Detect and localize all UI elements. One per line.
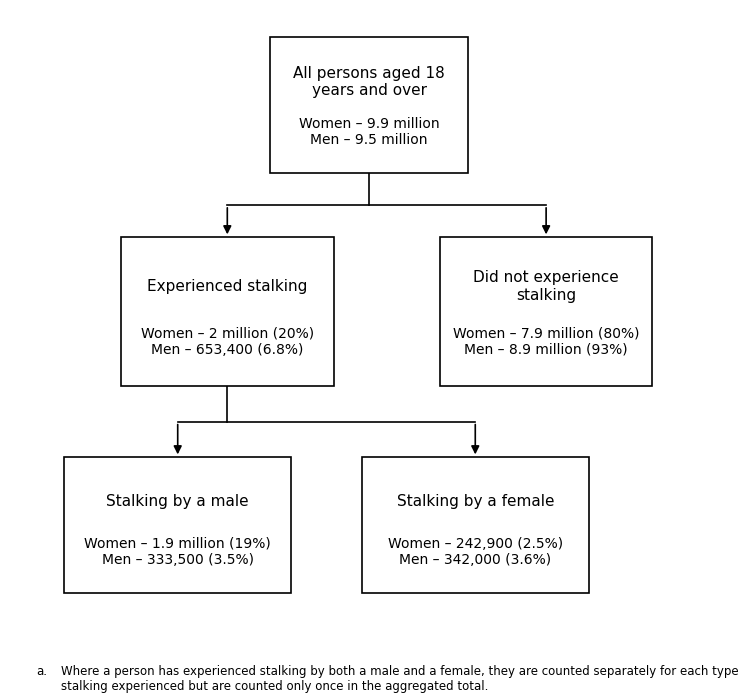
- Text: Where a person has experienced stalking by both a male and a female, they are co: Where a person has experienced stalking …: [61, 665, 738, 693]
- FancyBboxPatch shape: [270, 38, 468, 173]
- Text: Women – 2 million (20%)
Men – 653,400 (6.8%): Women – 2 million (20%) Men – 653,400 (6…: [141, 327, 314, 357]
- Text: Women – 9.9 million
Men – 9.5 million: Women – 9.9 million Men – 9.5 million: [299, 117, 439, 147]
- Text: All persons aged 18
years and over: All persons aged 18 years and over: [293, 66, 445, 98]
- Text: Women – 1.9 million (19%)
Men – 333,500 (3.5%): Women – 1.9 million (19%) Men – 333,500 …: [84, 537, 271, 567]
- FancyBboxPatch shape: [440, 237, 652, 386]
- Text: Stalking by a female: Stalking by a female: [396, 494, 554, 510]
- FancyBboxPatch shape: [362, 457, 589, 593]
- Text: Women – 242,900 (2.5%)
Men – 342,000 (3.6%): Women – 242,900 (2.5%) Men – 342,000 (3.…: [387, 537, 563, 567]
- Text: a.: a.: [36, 665, 47, 678]
- Text: Experienced stalking: Experienced stalking: [147, 279, 308, 294]
- FancyBboxPatch shape: [121, 237, 334, 386]
- Text: Women – 7.9 million (80%)
Men – 8.9 million (93%): Women – 7.9 million (80%) Men – 8.9 mill…: [453, 327, 639, 357]
- FancyBboxPatch shape: [64, 457, 291, 593]
- Text: Stalking by a male: Stalking by a male: [106, 494, 249, 510]
- Text: Did not experience
stalking: Did not experience stalking: [473, 270, 619, 302]
